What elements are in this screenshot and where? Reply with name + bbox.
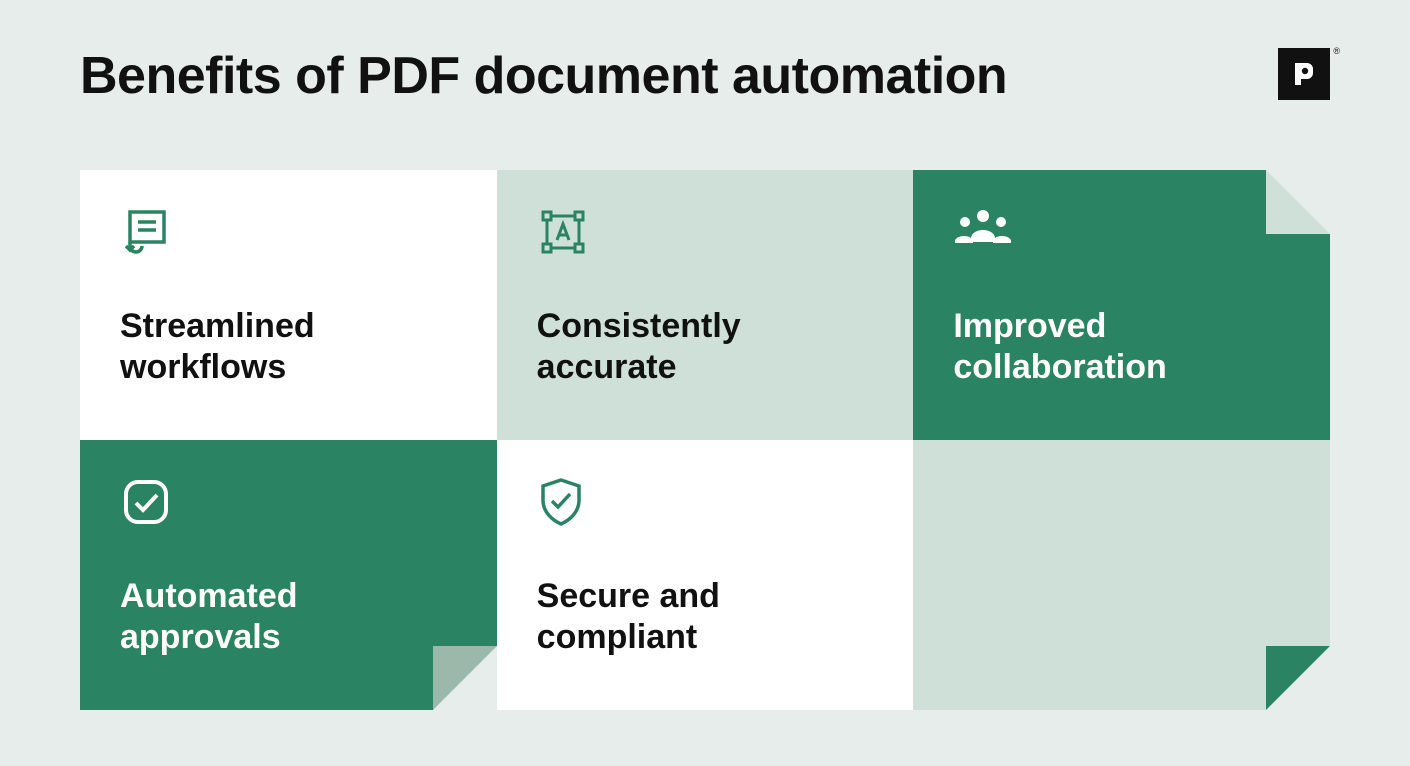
pandadoc-logo-icon [1289, 59, 1319, 89]
check-square-icon [120, 476, 457, 532]
registered-mark: ® [1333, 46, 1340, 56]
benefit-card-secure-and-compliant: Secure and compliant [497, 440, 914, 710]
benefit-label: Consistently accurate [537, 306, 874, 388]
benefit-label: Automated approvals [120, 576, 457, 658]
document-flow-icon [120, 206, 457, 262]
benefit-label: Secure and compliant [537, 576, 874, 658]
benefit-card-improved-collaboration: Improved collaboration [913, 170, 1330, 440]
people-icon [953, 206, 1290, 262]
shield-check-icon [537, 476, 874, 532]
benefit-label: Improved collaboration [953, 306, 1290, 388]
benefit-card-empty [913, 440, 1330, 710]
benefit-card-consistently-accurate: Consistently accurate [497, 170, 914, 440]
header: Benefits of PDF document automation ® [0, 0, 1410, 105]
page-title: Benefits of PDF document automation [80, 48, 1007, 105]
brand-logo: ® [1278, 48, 1330, 100]
benefit-card-streamlined-workflows: Streamlined workflows [80, 170, 497, 440]
benefit-card-automated-approvals: Automated approvals [80, 440, 497, 710]
benefit-label: Streamlined workflows [120, 306, 457, 388]
benefits-grid: Streamlined workflows Consistently accur… [80, 170, 1330, 710]
text-frame-icon [537, 206, 874, 262]
